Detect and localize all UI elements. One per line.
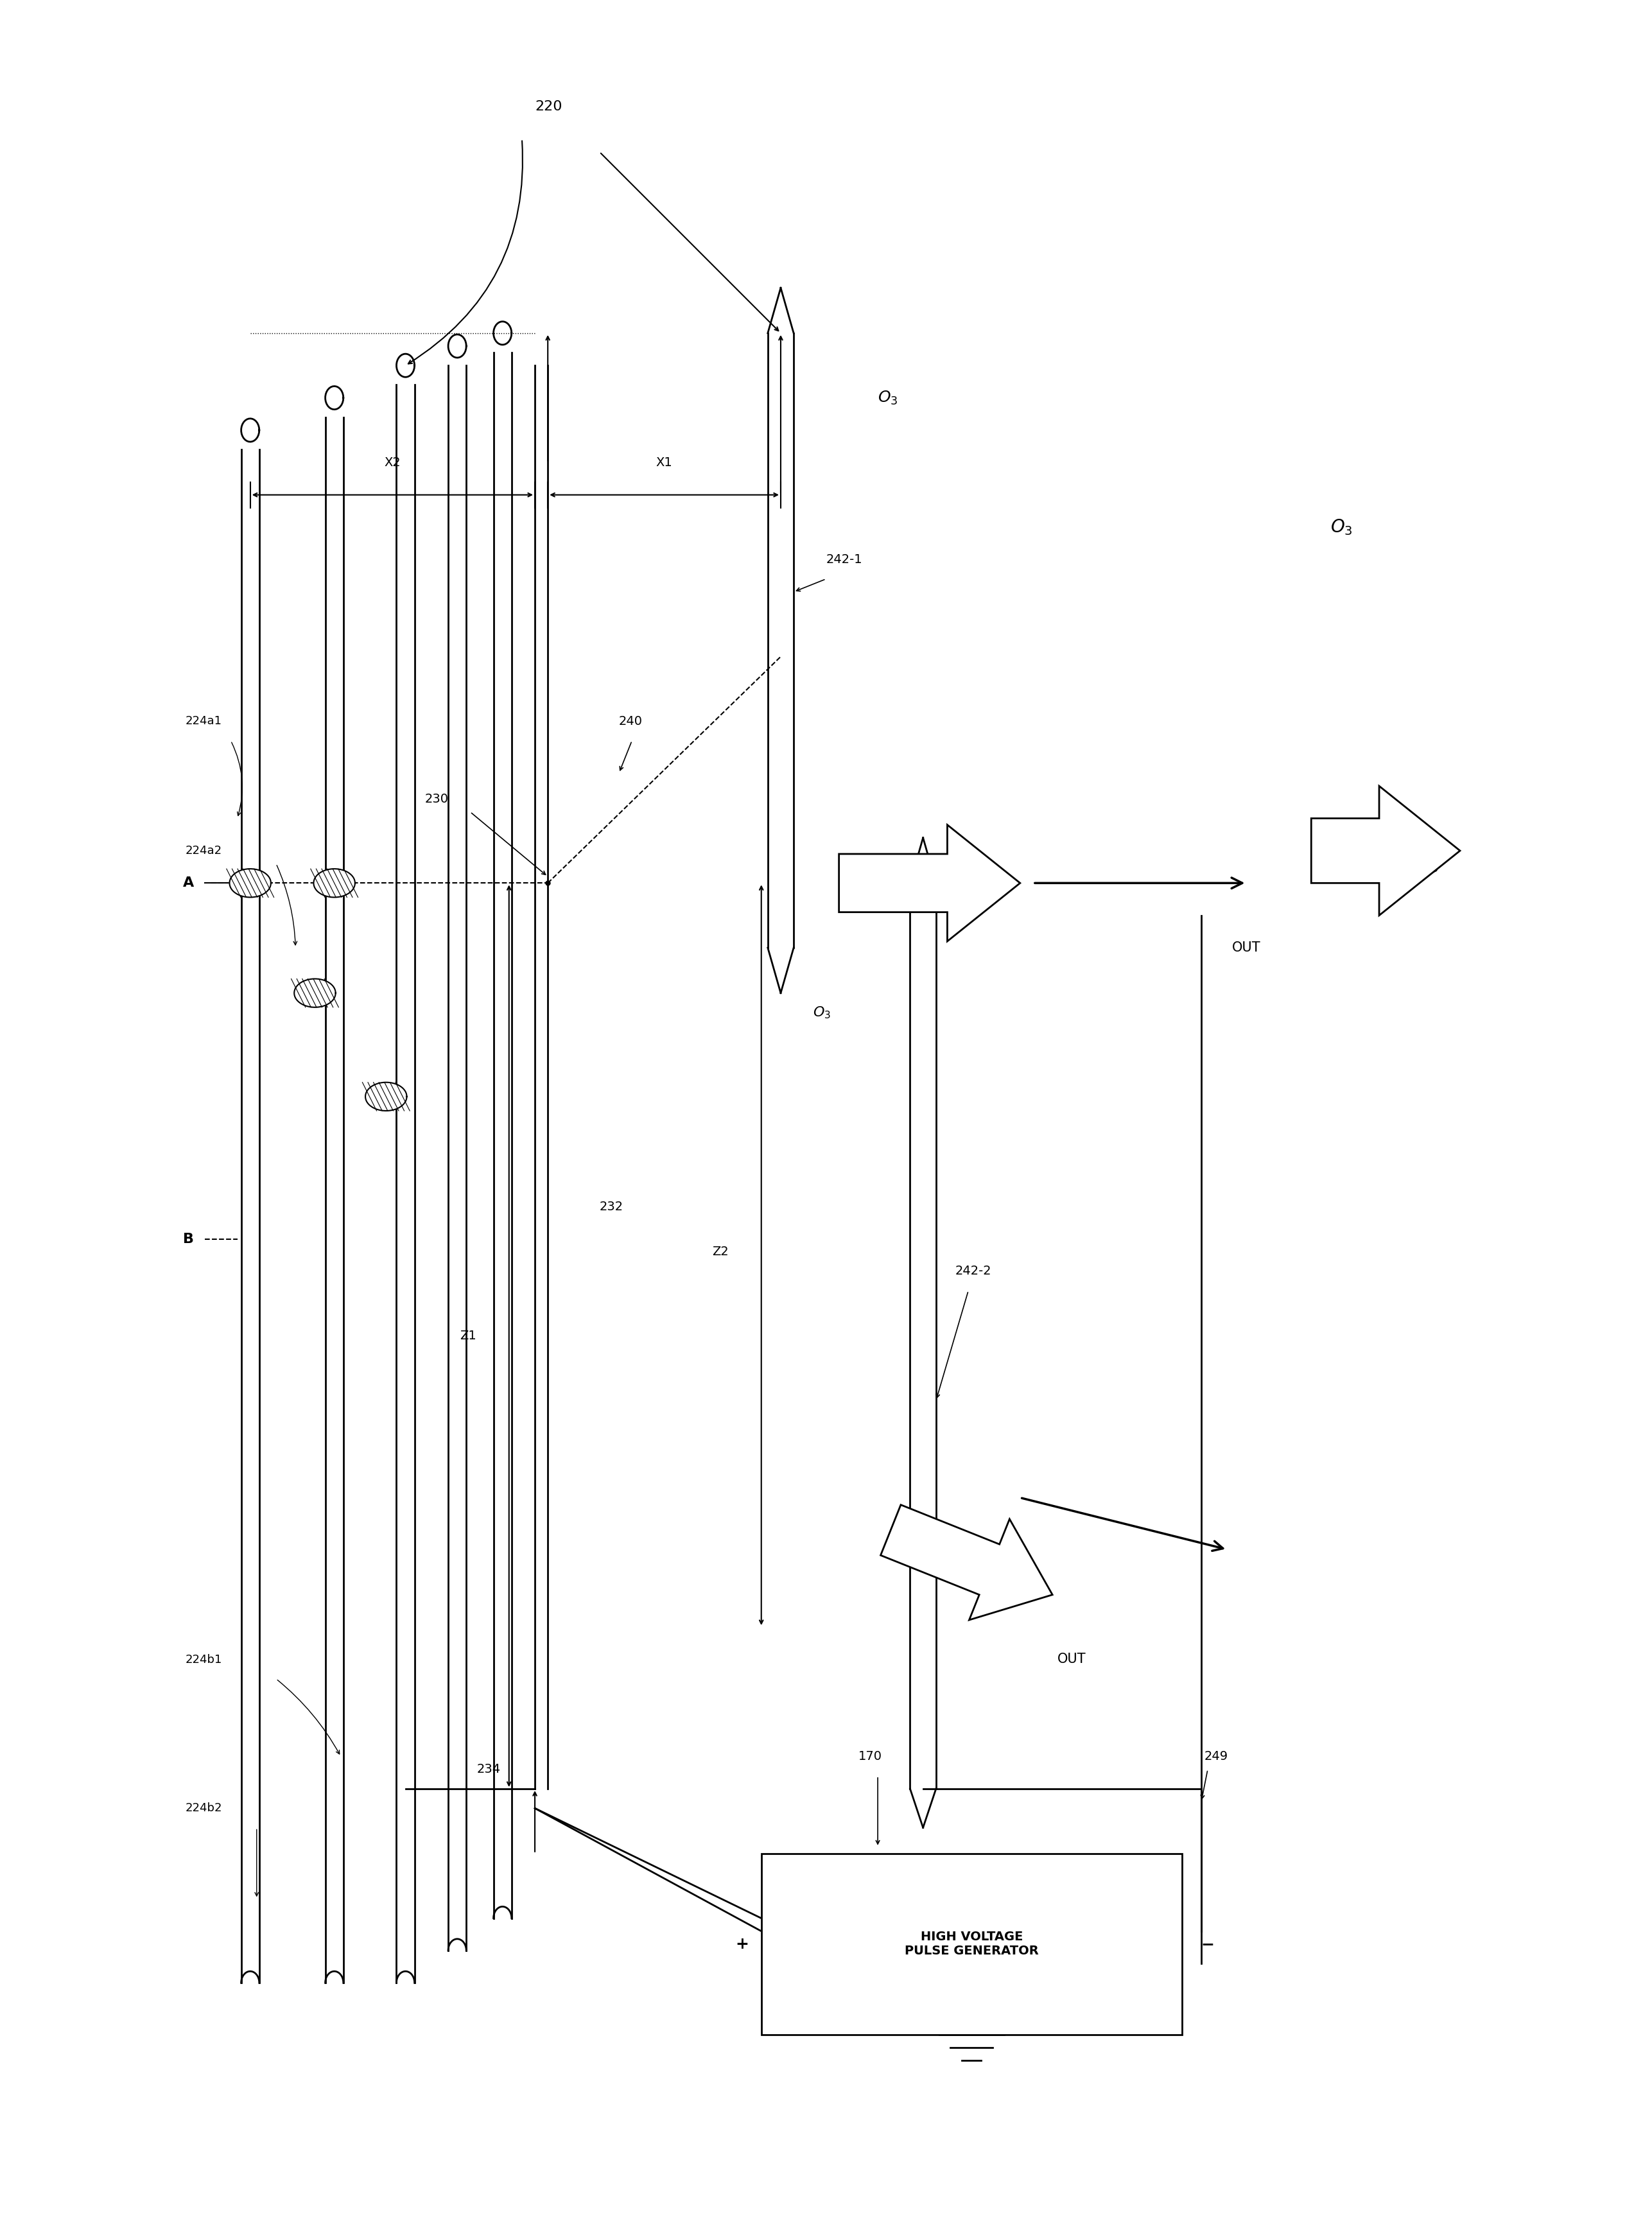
Text: 224a1: 224a1 <box>185 715 221 728</box>
Polygon shape <box>1312 786 1460 916</box>
Text: X2: X2 <box>385 457 401 468</box>
Text: Z2: Z2 <box>712 1245 729 1258</box>
Text: 242-1: 242-1 <box>826 553 862 566</box>
Text: −: − <box>1201 1937 1214 1953</box>
Text: 170: 170 <box>859 1751 882 1762</box>
Text: 242-2: 242-2 <box>955 1265 991 1278</box>
Text: X1: X1 <box>656 457 672 468</box>
Text: A: A <box>183 877 195 890</box>
Text: $O_3$: $O_3$ <box>877 388 899 406</box>
Text: HIGH VOLTAGE
PULSE GENERATOR: HIGH VOLTAGE PULSE GENERATOR <box>905 1931 1039 1957</box>
FancyBboxPatch shape <box>762 1853 1181 2035</box>
Polygon shape <box>230 870 271 896</box>
Text: 224b1: 224b1 <box>185 1653 223 1664</box>
Text: B: B <box>183 1232 195 1245</box>
Text: $O_3$: $O_3$ <box>1330 517 1353 537</box>
Text: Z1: Z1 <box>461 1329 477 1342</box>
Text: 220: 220 <box>535 100 562 113</box>
Text: 240: 240 <box>620 715 643 728</box>
Text: 224b2: 224b2 <box>185 1802 223 1813</box>
Polygon shape <box>365 1083 406 1112</box>
Text: 234: 234 <box>477 1764 501 1775</box>
Text: 230: 230 <box>425 792 449 805</box>
Text: 224a2: 224a2 <box>185 845 221 857</box>
Text: $O_3$: $O_3$ <box>813 1005 831 1021</box>
Text: +: + <box>735 1937 748 1953</box>
Text: 232: 232 <box>600 1200 623 1212</box>
Text: OUT: OUT <box>1057 1653 1085 1666</box>
Text: OUT: OUT <box>1232 941 1260 954</box>
Polygon shape <box>314 870 355 896</box>
Polygon shape <box>294 979 335 1007</box>
Text: 249: 249 <box>1204 1751 1229 1762</box>
Polygon shape <box>881 1504 1052 1620</box>
Polygon shape <box>839 825 1019 941</box>
